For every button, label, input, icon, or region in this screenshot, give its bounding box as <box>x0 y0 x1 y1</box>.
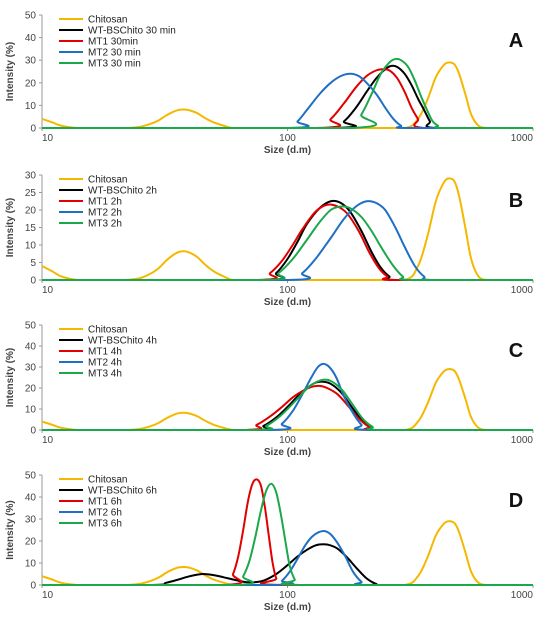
y-tick-label: 20 <box>25 206 37 217</box>
x-tick-label: 1000 <box>511 590 534 601</box>
y-tick-label: 40 <box>25 342 37 353</box>
legend-label: Chitosan <box>88 325 127 336</box>
series-line-mt1 <box>41 68 533 130</box>
series-line-wt <box>42 380 533 432</box>
legend-label: MT2 30 min <box>88 48 141 59</box>
legend-label: MT1 4h <box>88 347 122 358</box>
chart-panel-d: 0 10 20 30 40 50 10 100 1000 Size (d.m) Intensity … <box>5 471 534 613</box>
y-tick-label: 30 <box>25 515 37 526</box>
series-line-mt2 <box>42 362 533 432</box>
y-axis-title: Intensity (%) <box>5 42 16 101</box>
y-tick-label: 0 <box>30 581 36 592</box>
y-tick-label: 40 <box>25 493 37 504</box>
x-tick-label: 1000 <box>511 285 534 296</box>
series-line-mt3 <box>41 57 533 130</box>
series-line-mt2 <box>42 200 533 281</box>
x-tick-label: 1000 <box>511 133 534 144</box>
y-tick-label: 5 <box>30 258 36 269</box>
chart-panel-a: 0 10 20 30 40 50 10 100 1000 Size (d.m) Intensity … <box>5 11 534 156</box>
x-tick-label: 100 <box>279 133 296 144</box>
series-line-mt2 <box>41 72 533 130</box>
series-line-mt3 <box>42 205 533 282</box>
y-tick-label: 15 <box>25 223 37 234</box>
y-tick-label: 10 <box>25 559 37 570</box>
y-tick-label: 10 <box>25 405 37 416</box>
series-line-chitosan <box>41 61 533 130</box>
y-tick-label: 30 <box>25 363 37 374</box>
panel-letter: C <box>509 340 523 362</box>
y-tick-label: 0 <box>30 276 36 287</box>
series-line-mt2 <box>42 529 533 587</box>
y-tick-label: 10 <box>25 101 37 112</box>
series-line-mt1 <box>42 384 533 432</box>
legend-label: MT2 2h <box>88 208 122 219</box>
legend-label: WT-BSChito 4h <box>88 336 157 347</box>
x-axis-title: Size (d.m) <box>264 145 311 156</box>
x-axis-title: Size (d.m) <box>264 447 311 458</box>
x-tick-label: 10 <box>42 435 54 446</box>
y-axis-title: Intensity (%) <box>5 348 16 407</box>
legend-label: MT3 4h <box>88 369 122 380</box>
legend-label: MT2 6h <box>88 508 122 519</box>
y-tick-label: 30 <box>25 171 37 182</box>
legend-label: MT2 4h <box>88 358 122 369</box>
series-line-mt1 <box>42 203 533 282</box>
y-tick-label: 20 <box>25 78 37 89</box>
panel-letter: D <box>509 490 523 512</box>
x-tick-label: 100 <box>279 285 296 296</box>
y-tick-label: 10 <box>25 241 37 252</box>
legend-label: Chitosan <box>88 475 127 486</box>
series-line-wt <box>42 543 533 587</box>
legend-label: WT-BSChito 30 min <box>88 26 176 37</box>
x-tick-label: 10 <box>42 285 54 296</box>
y-tick-label: 20 <box>25 537 37 548</box>
x-tick-label: 1000 <box>511 435 534 446</box>
x-axis-title: Size (d.m) <box>264 297 311 308</box>
legend-label: Chitosan <box>88 175 127 186</box>
legend-label: MT3 2h <box>88 219 122 230</box>
legend-label: WT-BSChito 2h <box>88 186 157 197</box>
chart-panel-b: 0 5 10 15 20 25 30 10 100 1000 Size (d.m) Intensity… <box>5 171 534 308</box>
x-axis-title: Size (d.m) <box>264 602 311 613</box>
legend-label: MT3 30 min <box>88 59 141 70</box>
legend-label: Chitosan <box>88 15 127 26</box>
panel-letter: A <box>509 30 523 52</box>
series-line-wt <box>42 199 533 282</box>
legend-label: MT1 6h <box>88 497 122 508</box>
legend-label: MT1 30min <box>88 37 138 48</box>
y-axis-title: Intensity (%) <box>5 198 16 257</box>
series-line-mt3 <box>42 482 533 587</box>
legend-label: MT3 6h <box>88 519 122 530</box>
y-tick-label: 25 <box>25 188 37 199</box>
chart-panel-c: 0 10 20 30 40 50 10 100 1000 Size (d.m) Intensity … <box>5 321 534 458</box>
series-line-wt <box>41 64 533 130</box>
y-tick-label: 0 <box>30 426 36 437</box>
x-tick-label: 100 <box>279 590 296 601</box>
y-tick-label: 50 <box>25 11 37 22</box>
legend-label: WT-BSChito 6h <box>88 486 157 497</box>
y-tick-label: 30 <box>25 56 37 67</box>
series-line-mt1 <box>42 478 533 587</box>
y-axis-title: Intensity (%) <box>5 500 16 559</box>
x-tick-label: 100 <box>279 435 296 446</box>
y-tick-label: 50 <box>25 321 37 332</box>
x-tick-label: 10 <box>42 590 54 601</box>
y-tick-label: 50 <box>25 471 37 482</box>
series-line-mt3 <box>42 378 533 432</box>
y-tick-label: 20 <box>25 384 37 395</box>
panel-letter: B <box>509 190 523 212</box>
y-tick-label: 0 <box>30 124 36 135</box>
x-tick-label: 10 <box>42 133 54 144</box>
legend-label: MT1 2h <box>88 197 122 208</box>
y-tick-label: 40 <box>25 33 37 44</box>
